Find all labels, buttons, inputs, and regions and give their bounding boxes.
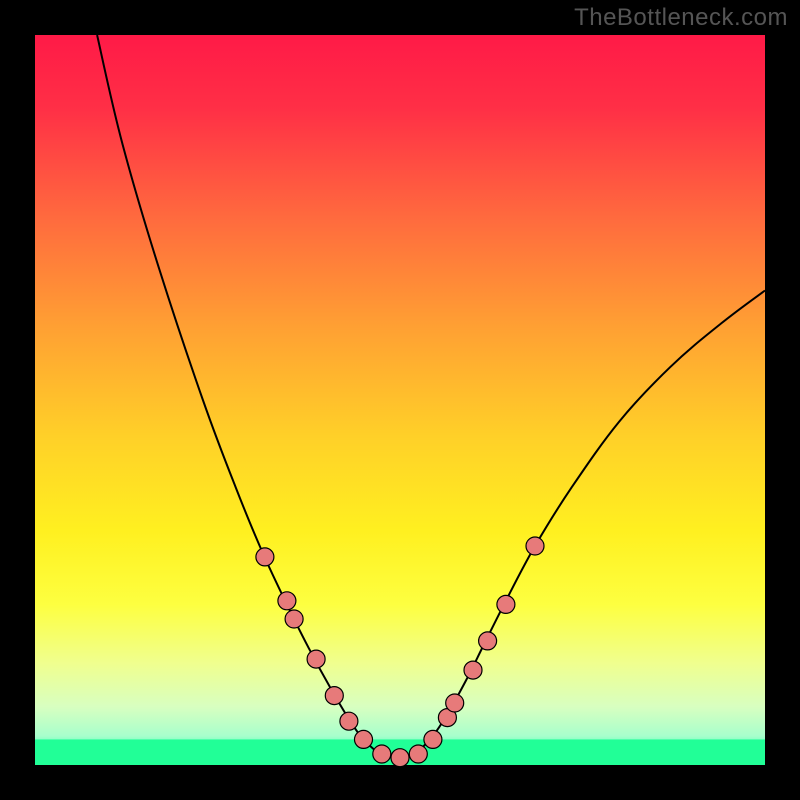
marker-point [409,745,427,763]
marker-point [391,749,409,767]
marker-point [526,537,544,555]
marker-point [278,592,296,610]
marker-point [256,548,274,566]
marker-point [340,712,358,730]
marker-point [307,650,325,668]
marker-point [479,632,497,650]
chart-stage: TheBottleneck.com [0,0,800,800]
marker-point [285,610,303,628]
plot-background [35,35,765,765]
marker-point [424,730,442,748]
marker-point [464,661,482,679]
watermark-text: TheBottleneck.com [574,4,788,32]
chart-svg [0,0,800,800]
marker-point [497,595,515,613]
marker-point [446,694,464,712]
marker-point [325,687,343,705]
marker-point [355,730,373,748]
marker-point [373,745,391,763]
